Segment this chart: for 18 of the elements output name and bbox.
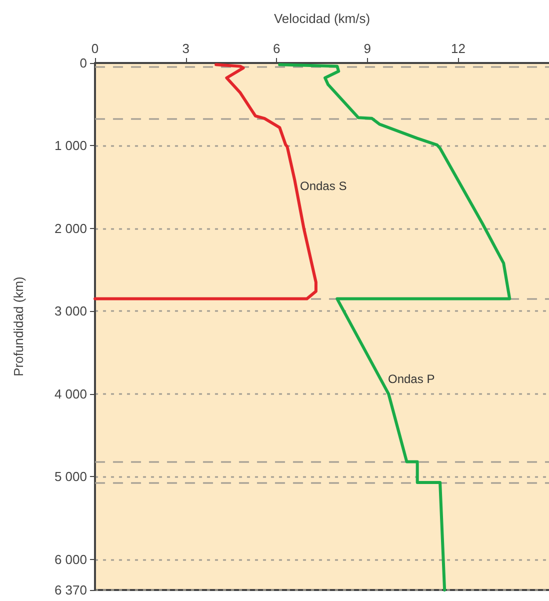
y-axis-title: Profundidad (km) <box>11 276 26 376</box>
x-tick-label: 6 <box>272 41 280 56</box>
x-tick-label: 3 <box>182 41 190 56</box>
x-tick-label: 9 <box>364 41 372 56</box>
y-tick-label: 4 000 <box>54 386 87 402</box>
y-tick-label: 6 000 <box>54 552 87 567</box>
y-tick-label: 1 000 <box>54 138 87 154</box>
x-tick-label: 0 <box>91 41 99 56</box>
annotation: Ondas P <box>388 372 435 386</box>
annotation: Ondas S <box>300 179 347 193</box>
x-axis-title: Velocidad (km/s) <box>274 11 370 26</box>
y-tick-label: 5 000 <box>54 469 87 484</box>
y-tick-label: 3 000 <box>54 304 87 319</box>
y-tick-label: 6 370 <box>54 582 87 598</box>
y-tick-label: 2 000 <box>54 220 87 236</box>
line-series <box>278 63 512 592</box>
x-tick-label: 12 <box>450 41 466 56</box>
y-tick-label: 0 <box>80 56 87 70</box>
